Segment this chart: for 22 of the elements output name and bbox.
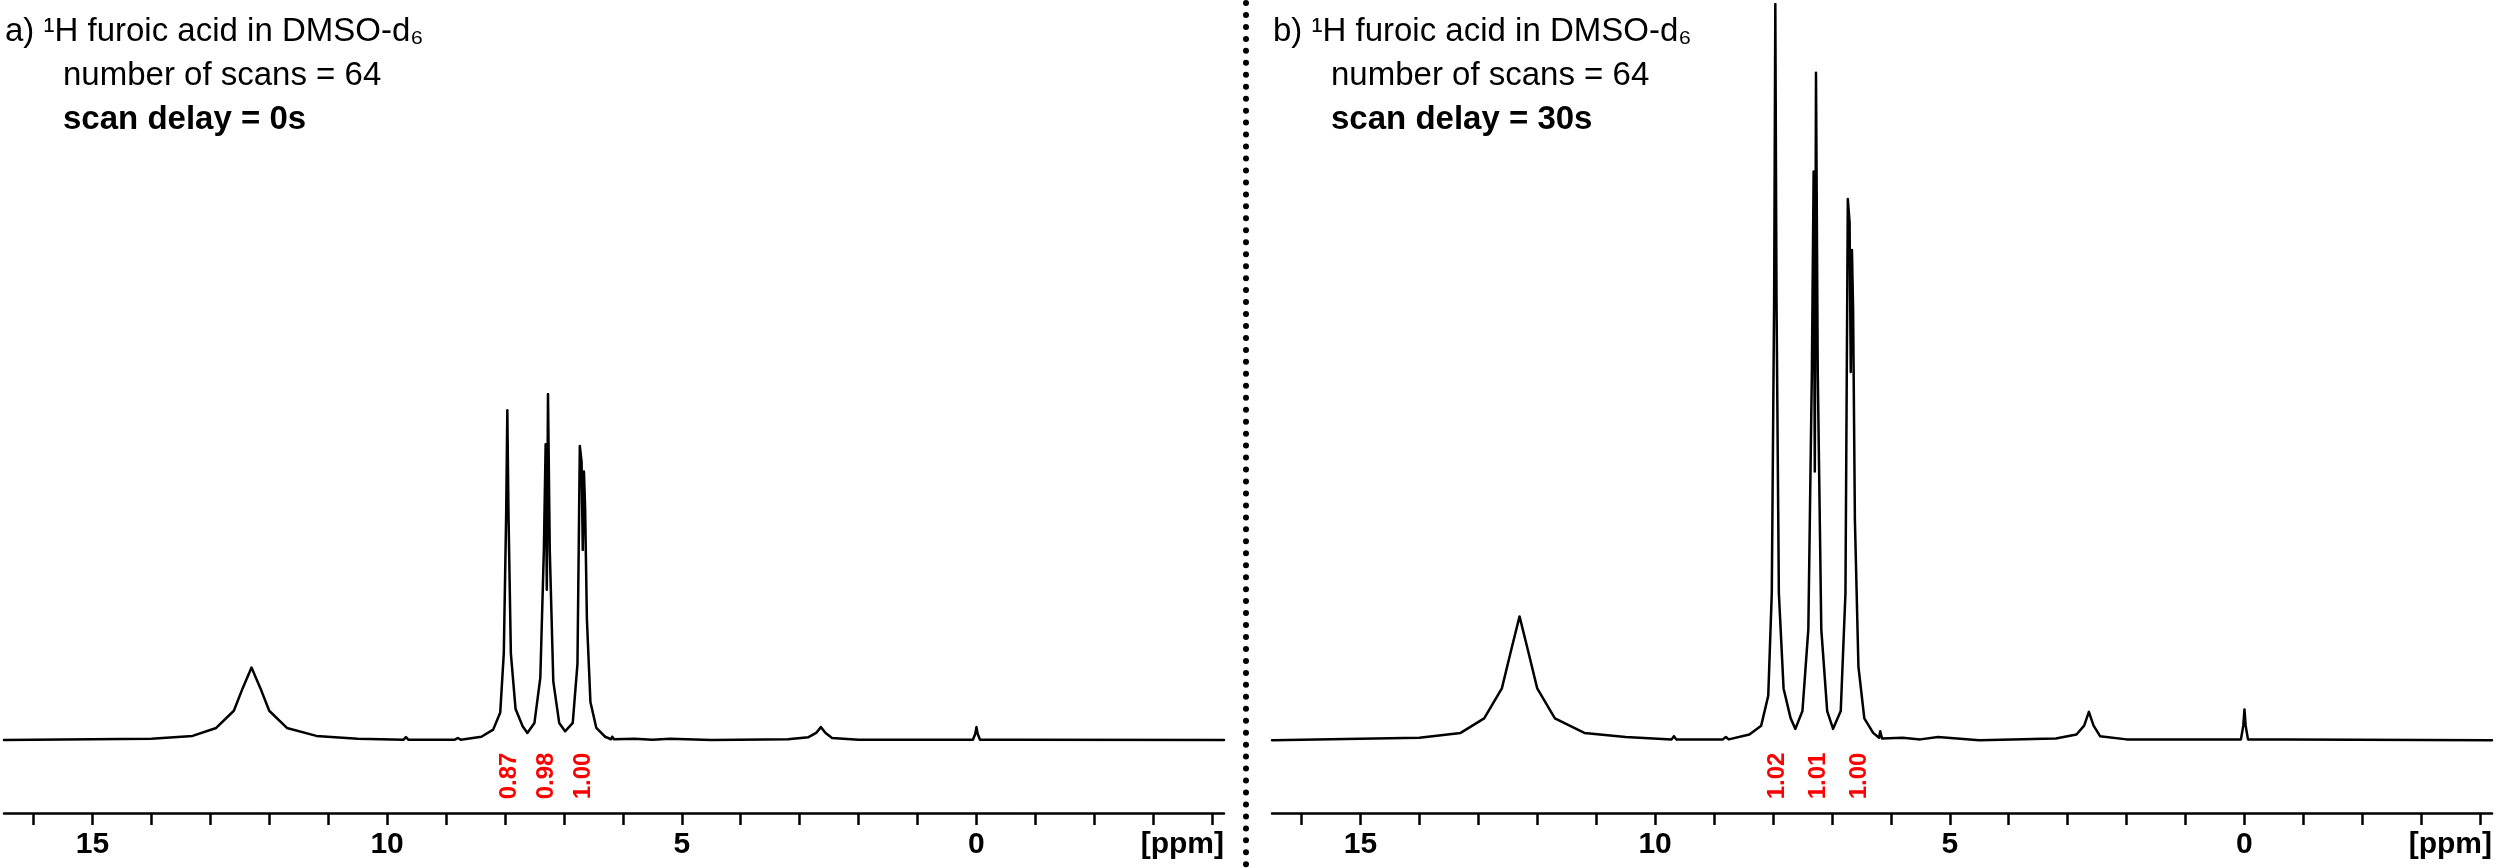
x-tick-label: 10 [370,825,404,859]
x-tick-label: 15 [1343,825,1378,859]
text: number of scans = 64 [1331,55,1650,92]
x-tick-label: 0 [968,825,985,859]
text: scan delay = 0s [63,99,307,136]
x-tick-label: 10 [1638,825,1672,859]
x-tick-label: 5 [673,825,691,859]
x-axis-title: [ppm] [2408,825,2492,859]
annotation: 1.00 [567,752,595,800]
annotation: 1.01 [1802,752,1830,800]
annotation: 0.98 [530,752,558,800]
x-tick-label: 5 [1941,825,1959,859]
annotation: 0.87 [493,752,521,800]
chart-title: a) ¹H furoic acid in DMSO-d₆ [5,11,424,48]
chart-subtitle: number of scans = 64 [63,55,382,92]
x-tick-label: 0 [2236,825,2253,859]
x-axis-title: [ppm] [1140,825,1224,859]
annotation: 1.00 [1843,752,1871,800]
x-tick-label: 15 [75,825,110,859]
annotation: scan delay = 30s [1331,99,1593,136]
annotation: 1.02 [1761,752,1789,800]
chart-title: b) ¹H furoic acid in DMSO-d₆ [1273,11,1692,48]
